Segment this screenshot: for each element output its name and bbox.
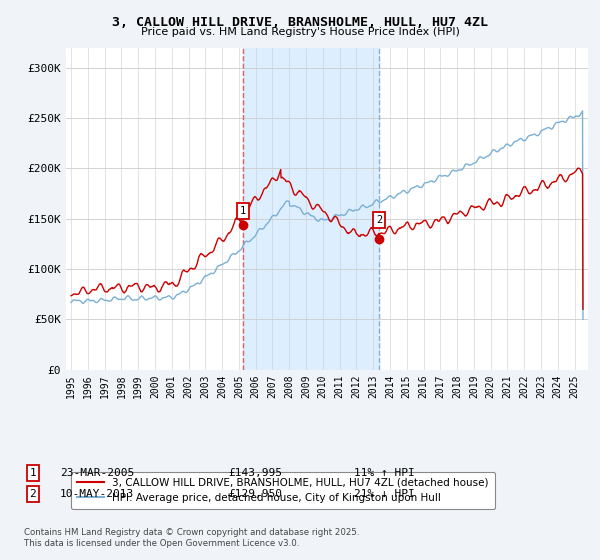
Text: 11% ↑ HPI: 11% ↑ HPI <box>354 468 415 478</box>
Text: 2: 2 <box>29 489 37 499</box>
Bar <box>242 48 379 370</box>
Text: £129,950: £129,950 <box>228 489 282 499</box>
Text: Price paid vs. HM Land Registry's House Price Index (HPI): Price paid vs. HM Land Registry's House … <box>140 27 460 37</box>
Text: 10-MAY-2013: 10-MAY-2013 <box>60 489 134 499</box>
Text: £143,995: £143,995 <box>228 468 282 478</box>
Text: 1: 1 <box>29 468 37 478</box>
Text: 21% ↓ HPI: 21% ↓ HPI <box>354 489 415 499</box>
Text: 3, CALLOW HILL DRIVE, BRANSHOLME, HULL, HU7 4ZL: 3, CALLOW HILL DRIVE, BRANSHOLME, HULL, … <box>112 16 488 29</box>
Text: 1: 1 <box>239 206 245 216</box>
Text: 2: 2 <box>376 215 382 225</box>
Legend: 3, CALLOW HILL DRIVE, BRANSHOLME, HULL, HU7 4ZL (detached house), HPI: Average p: 3, CALLOW HILL DRIVE, BRANSHOLME, HULL, … <box>71 472 494 509</box>
Text: 23-MAR-2005: 23-MAR-2005 <box>60 468 134 478</box>
Text: Contains HM Land Registry data © Crown copyright and database right 2025.
This d: Contains HM Land Registry data © Crown c… <box>24 528 359 548</box>
